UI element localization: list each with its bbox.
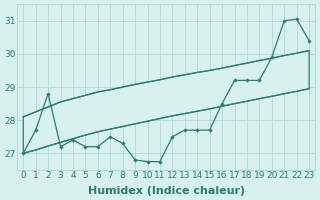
Polygon shape — [23, 51, 309, 153]
X-axis label: Humidex (Indice chaleur): Humidex (Indice chaleur) — [88, 186, 245, 196]
